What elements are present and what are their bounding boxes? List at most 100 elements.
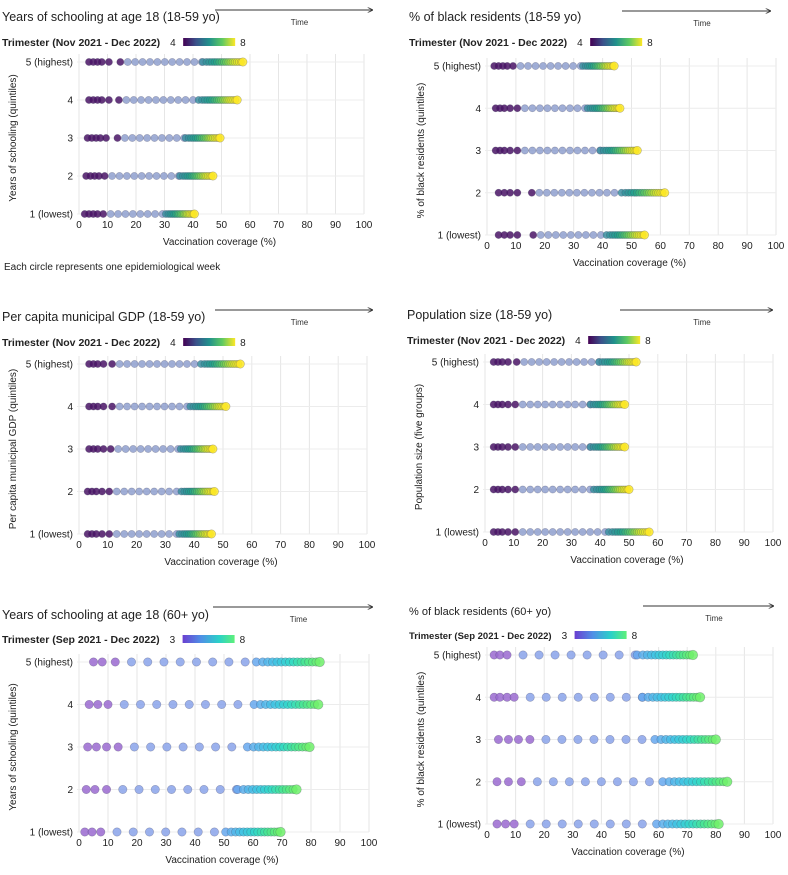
- chart-panel-5: Years of schooling at age 18 (60+ yo) Tim…: [2, 607, 378, 866]
- week-point: [99, 360, 108, 368]
- week-point: [150, 784, 160, 794]
- x-axis-label: Vaccination coverage (%): [570, 555, 683, 566]
- week-point: [193, 827, 203, 837]
- week-point: [120, 487, 129, 496]
- week-point: [115, 360, 124, 368]
- y-tick-label: 4: [67, 700, 73, 711]
- week-point: [550, 650, 560, 660]
- chart-title: Years of schooling at age 18 (60+ yo): [2, 608, 209, 622]
- week-point: [103, 699, 113, 709]
- legend-title: Trimester (Nov 2021 - Dec 2022): [407, 335, 565, 347]
- time-label: Time: [693, 19, 711, 28]
- week-point: [564, 777, 574, 787]
- x-tick-label: 80: [710, 538, 722, 549]
- time-label: Time: [291, 18, 309, 27]
- week-point: [637, 819, 647, 829]
- week-point: [503, 734, 513, 744]
- week-point: [97, 657, 107, 667]
- week-point: [150, 487, 159, 496]
- x-tick-label: 20: [131, 838, 143, 849]
- week-point: [215, 133, 225, 143]
- week-point: [535, 188, 544, 197]
- week-point: [143, 134, 152, 142]
- week-point: [566, 231, 575, 239]
- y-tick-label: 2: [67, 172, 73, 183]
- legend-min-label: 4: [170, 38, 176, 49]
- week-point: [121, 445, 130, 453]
- week-point: [275, 826, 286, 838]
- week-point: [152, 699, 162, 709]
- x-tick-label: 20: [539, 241, 551, 252]
- x-axis-label: Vaccination coverage (%): [571, 847, 684, 858]
- legend-colorbar: [183, 38, 236, 46]
- legend-min-label: 4: [575, 336, 581, 347]
- week-point: [632, 146, 642, 156]
- week-point: [99, 445, 108, 453]
- week-point: [144, 96, 153, 104]
- week-point: [167, 784, 177, 794]
- week-point: [628, 777, 638, 787]
- week-point: [518, 528, 527, 536]
- week-point: [526, 400, 535, 409]
- week-point: [97, 58, 106, 66]
- week-point: [200, 699, 210, 709]
- week-point: [571, 443, 580, 451]
- week-point: [90, 784, 100, 794]
- week-point: [128, 134, 137, 142]
- x-tick-label: 70: [273, 220, 285, 231]
- week-point: [660, 188, 670, 198]
- week-point: [136, 445, 145, 453]
- week-point: [566, 104, 574, 113]
- x-tick-label: 0: [484, 830, 490, 841]
- week-point: [531, 62, 540, 70]
- week-point: [509, 819, 519, 829]
- week-point: [166, 445, 175, 453]
- legend-title: Trimester (Nov 2021 - Dec 2022): [2, 337, 160, 349]
- week-point: [161, 827, 171, 837]
- week-point: [130, 360, 139, 368]
- week-point: [621, 734, 631, 744]
- week-point: [123, 360, 131, 368]
- week-point: [159, 445, 167, 453]
- week-point: [168, 402, 176, 411]
- week-point: [199, 784, 209, 794]
- week-point: [159, 96, 168, 104]
- legend-colorbar: [182, 635, 235, 643]
- week-point: [513, 146, 522, 155]
- week-point: [589, 734, 599, 744]
- week-point: [119, 699, 129, 709]
- week-point: [145, 402, 154, 411]
- week-point: [153, 58, 162, 66]
- week-point: [115, 172, 124, 180]
- x-tick-label: 80: [713, 241, 725, 252]
- week-point: [108, 360, 117, 368]
- week-point: [504, 443, 512, 451]
- week-point: [565, 358, 573, 366]
- week-point: [528, 146, 537, 155]
- week-point: [578, 400, 587, 409]
- legend-colorbar: [183, 338, 236, 346]
- week-point: [160, 402, 169, 411]
- x-tick-label: 30: [160, 540, 172, 551]
- legend-min-label: 4: [170, 338, 176, 349]
- week-point: [574, 231, 583, 239]
- x-tick-label: 20: [537, 538, 549, 549]
- week-point: [143, 657, 153, 667]
- x-tick-label: 70: [684, 241, 696, 252]
- week-point: [209, 486, 219, 496]
- week-point: [122, 96, 131, 104]
- x-tick-label: 100: [359, 540, 376, 551]
- time-label: Time: [693, 318, 711, 327]
- week-point: [534, 650, 544, 660]
- week-point: [541, 819, 551, 829]
- week-point: [621, 692, 631, 702]
- week-point: [238, 57, 248, 67]
- y-tick-label: 2: [67, 785, 73, 796]
- x-tick-label: 60: [655, 241, 667, 252]
- week-point: [99, 210, 108, 218]
- week-point: [165, 530, 174, 538]
- week-point: [215, 784, 225, 794]
- week-point: [580, 777, 590, 787]
- week-point: [561, 62, 570, 70]
